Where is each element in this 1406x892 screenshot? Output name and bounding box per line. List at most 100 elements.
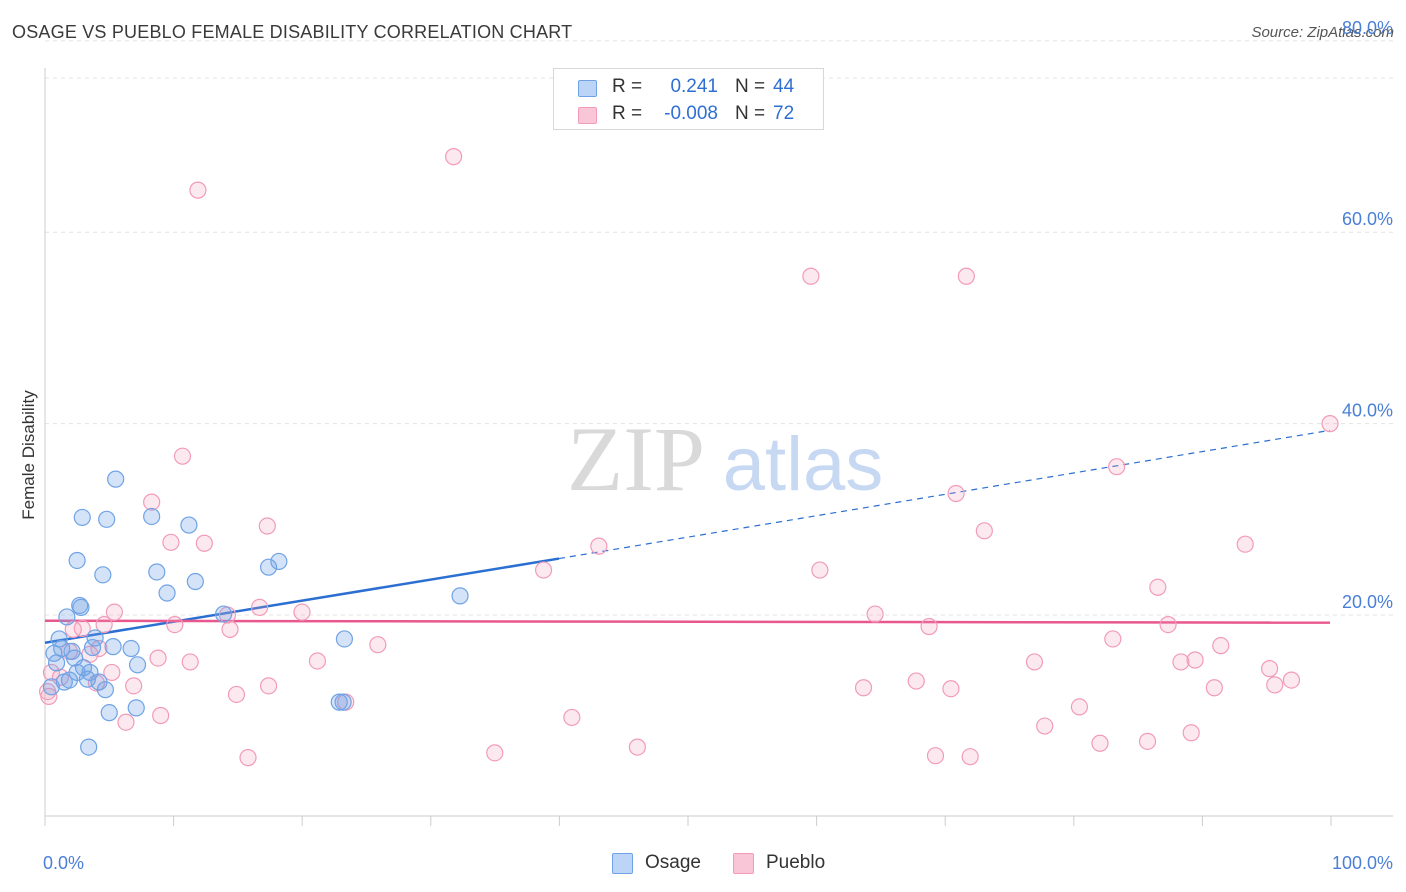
osage-trend-extension — [558, 429, 1331, 560]
osage-point — [72, 598, 90, 616]
pueblo-point — [1205, 679, 1223, 697]
osage-point — [158, 584, 176, 602]
pueblo-point — [628, 738, 646, 756]
pueblo-point — [1186, 651, 1204, 669]
pueblo-point — [152, 706, 170, 725]
pueblo-point — [250, 598, 269, 616]
y-tick-label: 80.0% — [1342, 18, 1393, 38]
pueblo-point — [103, 663, 121, 682]
pueblo-point — [1070, 698, 1089, 716]
osage-point — [143, 507, 161, 526]
pueblo-point — [1025, 653, 1044, 671]
osage-point — [127, 699, 145, 717]
pueblo-point — [961, 748, 979, 766]
pueblo-point — [105, 603, 123, 621]
osage-point — [128, 656, 147, 674]
pueblo-point — [920, 617, 938, 636]
osage-point — [83, 638, 102, 657]
osage-point — [334, 693, 352, 711]
pueblo-point — [1266, 676, 1284, 694]
bottom-osage-swatch — [612, 853, 633, 874]
osage-point — [86, 629, 104, 647]
pueblo-point — [40, 687, 58, 705]
watermark: ZIP atlas — [567, 408, 883, 510]
osage-r-value: 0.241 — [670, 76, 718, 97]
pueblo-point — [1036, 717, 1054, 735]
pueblo-point — [854, 679, 873, 697]
osage-point — [73, 508, 91, 527]
pueblo-trend-line — [44, 619, 1331, 624]
pueblo-point — [1282, 671, 1301, 689]
pueblo-point — [942, 680, 960, 698]
osage-point — [94, 566, 112, 584]
pueblo-point — [866, 605, 884, 623]
correlation-legend: R = 0.241 N = 44 R = -0.008 N = 72 — [553, 68, 824, 130]
osage-point — [80, 738, 98, 756]
osage-point — [63, 642, 81, 660]
pueblo-n-label: N = — [735, 103, 766, 124]
osage-point — [53, 639, 71, 658]
pueblo-point — [534, 561, 553, 579]
bottom-pueblo-swatch — [733, 853, 754, 874]
y-tick-label: 40.0% — [1342, 401, 1393, 421]
trend-lines — [44, 429, 1331, 645]
pueblo-point — [1149, 578, 1167, 596]
pueblo-point — [117, 713, 135, 731]
pueblo-point — [42, 663, 61, 682]
osage-point — [50, 630, 68, 648]
osage-point — [330, 693, 348, 711]
osage-swatch — [578, 80, 597, 97]
pueblo-point — [802, 267, 820, 285]
pueblo-point — [227, 685, 246, 704]
legend-row-osage: R = 0.241 N = 44 — [554, 74, 823, 102]
pueblo-point — [1091, 734, 1109, 752]
osage-point — [107, 470, 125, 488]
pueblo-r-label: R = — [612, 103, 643, 124]
osage-point — [180, 516, 198, 534]
osage-point — [68, 551, 86, 570]
y-tick-label: 20.0% — [1342, 592, 1393, 612]
pueblo-point — [1138, 732, 1157, 750]
legend-row-pueblo: R = -0.008 N = 72 — [554, 101, 823, 129]
osage-point — [335, 630, 354, 648]
pueblo-point — [221, 620, 239, 638]
axes — [44, 68, 1393, 826]
osage-point — [100, 704, 118, 722]
osage-point — [451, 587, 469, 605]
pueblo-swatch — [578, 107, 597, 124]
osage-point — [98, 510, 116, 528]
pueblo-point — [259, 677, 278, 695]
pueblo-point — [590, 537, 608, 555]
pueblo-point — [1236, 535, 1254, 553]
data-points — [38, 148, 1339, 767]
bottom-osage-label: Osage — [645, 852, 701, 873]
pueblo-point — [1159, 615, 1177, 634]
pueblo-point — [73, 619, 91, 638]
pueblo-point — [947, 484, 965, 503]
osage-point — [186, 572, 204, 591]
pueblo-point — [811, 561, 829, 579]
y-axis-title: Female Disability — [19, 390, 38, 520]
bottom-pueblo-label: Pueblo — [766, 852, 826, 873]
pueblo-point — [1212, 637, 1230, 655]
x-tick-label-min: 0.0% — [43, 853, 84, 873]
osage-point — [104, 638, 122, 656]
pueblo-point — [445, 148, 463, 166]
pueblo-point — [239, 749, 257, 767]
pueblo-point — [1172, 653, 1190, 671]
pueblo-point — [173, 447, 192, 465]
pueblo-point — [1108, 458, 1126, 476]
osage-point — [122, 639, 140, 658]
pueblo-point — [907, 672, 925, 690]
pueblo-point — [143, 493, 161, 511]
osage-r-label: R = — [612, 76, 643, 97]
osage-n-label: N = — [735, 76, 766, 97]
pueblo-point — [149, 649, 167, 667]
osage-trend-line — [44, 557, 560, 645]
osage-point — [259, 558, 278, 576]
osage-point — [42, 678, 61, 696]
pueblo-n-value: 72 — [773, 103, 795, 124]
osage-point — [96, 681, 114, 699]
pueblo-point — [563, 708, 581, 727]
pueblo-point — [90, 639, 108, 658]
